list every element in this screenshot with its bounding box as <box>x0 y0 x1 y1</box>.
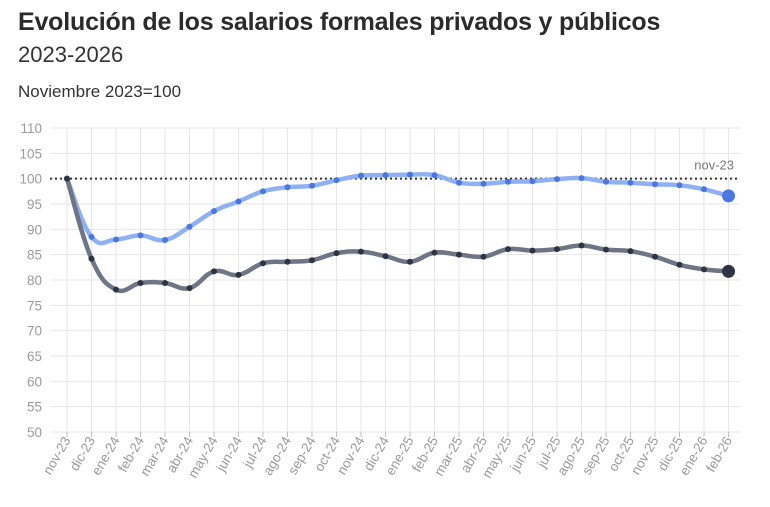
series-publicos-point <box>554 246 560 253</box>
series-privados-point <box>260 188 266 195</box>
y-tick-label: 80 <box>27 273 42 288</box>
series-publicos-point <box>211 268 217 275</box>
series-privados-point <box>431 172 438 179</box>
chart-subtitle: 2023-2026 <box>18 42 124 67</box>
y-tick-label: 55 <box>27 400 42 415</box>
series-privados-point <box>554 176 560 183</box>
chart-title: Evolución de los salarios formales priva… <box>18 8 661 36</box>
series-publicos <box>64 175 735 294</box>
series-privados-point <box>627 179 634 186</box>
series-privados-line <box>64 171 731 246</box>
series-publicos-point <box>64 175 70 182</box>
series-privados-point <box>162 236 168 243</box>
reference-label: nov-23 <box>694 158 734 173</box>
series-publicos-end-point <box>722 264 735 278</box>
series-publicos-point <box>676 261 683 268</box>
series-publicos-point <box>137 280 144 287</box>
series-privados-point <box>382 172 389 179</box>
series-privados-point <box>529 178 536 185</box>
series-publicos-point <box>603 246 609 253</box>
series-privados-point <box>358 172 364 179</box>
series-publicos-point <box>284 258 291 265</box>
base-note: Noviembre 2023=100 <box>18 82 182 101</box>
series-privados-point <box>137 232 144 239</box>
series-publicos-point <box>88 255 95 262</box>
series-publicos-point <box>529 247 536 254</box>
series-publicos-point <box>480 253 487 260</box>
series-privados-point <box>284 184 291 191</box>
series-publicos-point <box>162 280 168 287</box>
series-privados-point <box>333 177 340 184</box>
y-tick-label: 110 <box>20 121 42 136</box>
series-publicos-point <box>382 253 389 260</box>
series-privados-point <box>211 208 217 215</box>
series-layer <box>64 171 735 294</box>
reference-line-group: nov-23 <box>50 158 740 180</box>
y-tick-label: 75 <box>27 298 42 313</box>
y-tick-label: 50 <box>27 425 42 440</box>
x-tick-label: jun-24 <box>213 434 245 475</box>
series-publicos-line <box>64 176 731 294</box>
series-privados-point <box>113 236 119 243</box>
series-privados-point <box>480 180 487 187</box>
series-publicos-point <box>309 257 315 264</box>
series-privados <box>64 171 735 246</box>
series-publicos-point <box>235 271 242 278</box>
x-tick-label: nov-23 <box>40 434 74 477</box>
series-publicos-point <box>358 248 364 255</box>
series-privados-point <box>407 171 413 178</box>
series-privados-end-point <box>722 189 735 203</box>
y-tick-label: 60 <box>27 374 42 389</box>
series-privados-point <box>186 223 193 230</box>
y-axis: 110 105 100 95 90 85 80 75 70 65 60 55 50 <box>19 121 42 440</box>
y-tick-label: 70 <box>27 324 42 339</box>
series-privados-point <box>578 175 585 182</box>
series-publicos-point <box>333 250 340 257</box>
series-privados-point <box>676 182 683 189</box>
y-tick-label: 105 <box>19 146 42 161</box>
series-privados-point <box>652 181 658 188</box>
series-publicos-point <box>505 246 511 253</box>
series-privados-point <box>603 178 609 185</box>
series-privados-point <box>505 178 511 185</box>
y-tick-label: 85 <box>27 248 42 263</box>
series-publicos-point <box>186 285 193 292</box>
series-publicos-point <box>260 260 266 267</box>
series-privados-point <box>235 198 242 205</box>
x-axis: nov-23dic-23ene-24feb-24mar-24abr-24may-… <box>40 432 735 480</box>
series-publicos-point <box>701 266 707 273</box>
series-publicos-point <box>627 248 634 255</box>
y-tick-label: 65 <box>27 349 42 364</box>
series-publicos-point <box>431 249 438 256</box>
y-tick-label: 90 <box>27 222 42 237</box>
y-tick-label: 100 <box>19 172 42 187</box>
series-publicos-point <box>456 251 462 258</box>
series-privados-point <box>309 182 315 189</box>
series-privados-point <box>701 186 707 193</box>
series-privados-point <box>88 233 95 240</box>
series-publicos-point <box>652 253 658 260</box>
series-privados-point <box>456 179 462 186</box>
series-publicos-point <box>578 242 585 249</box>
series-publicos-point <box>407 258 413 265</box>
y-tick-label: 95 <box>27 197 42 212</box>
series-publicos-point <box>113 286 119 293</box>
